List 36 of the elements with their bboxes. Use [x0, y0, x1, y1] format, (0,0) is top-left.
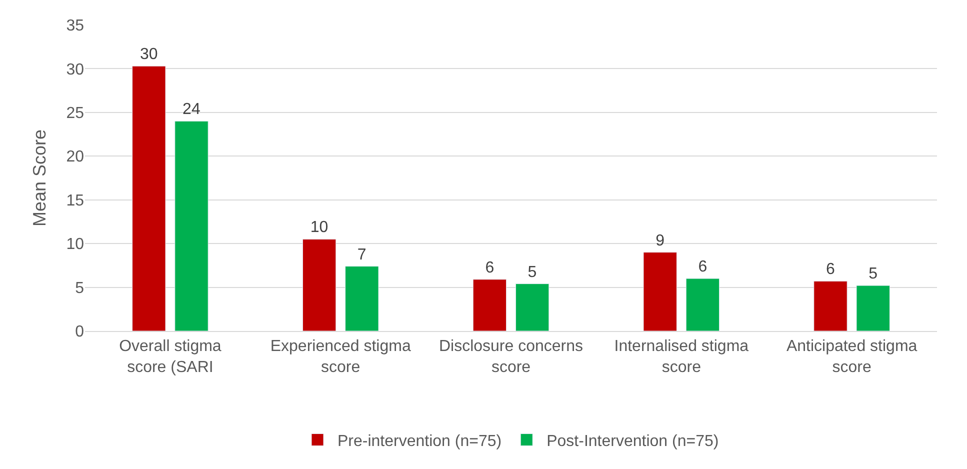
- legend-label: Post-Intervention (n=75): [546, 432, 719, 450]
- data-label: 5: [868, 266, 878, 283]
- y-tick-label: 10: [66, 236, 84, 254]
- y-tick-label: 15: [66, 192, 84, 210]
- bar: [643, 252, 677, 331]
- bar: [515, 284, 550, 331]
- bar: [472, 279, 507, 331]
- x-tick-label: Experienced stigma score: [270, 338, 411, 376]
- legend-label: Pre-intervention (n=75): [338, 432, 502, 450]
- data-label: 6: [826, 261, 835, 278]
- data-label: 5: [528, 264, 537, 281]
- x-tick-label: Disclosure concerns score: [438, 338, 584, 376]
- y-tick-label: 25: [66, 105, 84, 122]
- data-label: 30: [140, 46, 158, 64]
- bar: [814, 280, 848, 331]
- x-tick-label: Internalised stigma score: [614, 338, 749, 376]
- data-label: 6: [485, 259, 494, 276]
- data-label: 7: [357, 246, 366, 264]
- y-tick-label: 0: [75, 324, 84, 341]
- bar: [132, 66, 166, 331]
- bar: [302, 238, 336, 331]
- x-tick-label: Overall stigma score (SARI: [119, 338, 222, 376]
- y-tick-label: 20: [66, 148, 84, 166]
- data-label: 10: [310, 219, 328, 236]
- y-tick-label: 30: [66, 61, 84, 78]
- bar: [174, 120, 208, 331]
- y-tick-label: 5: [75, 280, 84, 297]
- x-tick-label: Anticipated stigma score: [786, 338, 918, 376]
- data-label: 6: [698, 258, 708, 276]
- bar: [856, 285, 890, 331]
- data-label: 24: [182, 101, 200, 118]
- data-label: 9: [656, 232, 665, 250]
- bar: [345, 266, 379, 331]
- y-tick-label: 35: [66, 18, 84, 35]
- y-axis-title: Mean Score: [29, 129, 50, 227]
- bar: [686, 278, 720, 331]
